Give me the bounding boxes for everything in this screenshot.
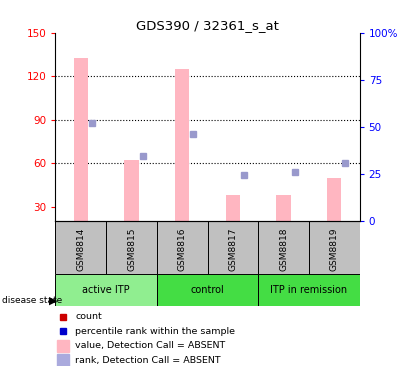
Text: control: control xyxy=(191,285,224,295)
FancyBboxPatch shape xyxy=(106,221,157,274)
Bar xyxy=(226,195,240,221)
Text: GSM8814: GSM8814 xyxy=(76,228,85,271)
Title: GDS390 / 32361_s_at: GDS390 / 32361_s_at xyxy=(136,19,279,32)
FancyBboxPatch shape xyxy=(55,221,106,274)
Text: percentile rank within the sample: percentile rank within the sample xyxy=(75,326,235,336)
FancyBboxPatch shape xyxy=(55,274,157,306)
FancyBboxPatch shape xyxy=(208,221,258,274)
FancyBboxPatch shape xyxy=(157,221,208,274)
Bar xyxy=(175,69,189,221)
Bar xyxy=(327,178,342,221)
Text: GSM8815: GSM8815 xyxy=(127,228,136,271)
Text: ITP in remission: ITP in remission xyxy=(270,285,347,295)
Text: GSM8817: GSM8817 xyxy=(229,228,238,271)
Text: GSM8819: GSM8819 xyxy=(330,228,339,271)
Text: rank, Detection Call = ABSENT: rank, Detection Call = ABSENT xyxy=(75,356,221,365)
Text: value, Detection Call = ABSENT: value, Detection Call = ABSENT xyxy=(75,341,226,350)
Text: count: count xyxy=(75,312,102,321)
Bar xyxy=(277,195,291,221)
FancyBboxPatch shape xyxy=(309,221,360,274)
Text: ▶: ▶ xyxy=(48,296,57,306)
Text: GSM8818: GSM8818 xyxy=(279,228,288,271)
Bar xyxy=(125,160,139,221)
Bar xyxy=(74,57,88,221)
FancyBboxPatch shape xyxy=(258,221,309,274)
FancyBboxPatch shape xyxy=(157,274,258,306)
Text: active ITP: active ITP xyxy=(82,285,130,295)
Text: GSM8816: GSM8816 xyxy=(178,228,187,271)
FancyBboxPatch shape xyxy=(258,274,360,306)
Text: disease state: disease state xyxy=(2,296,62,305)
